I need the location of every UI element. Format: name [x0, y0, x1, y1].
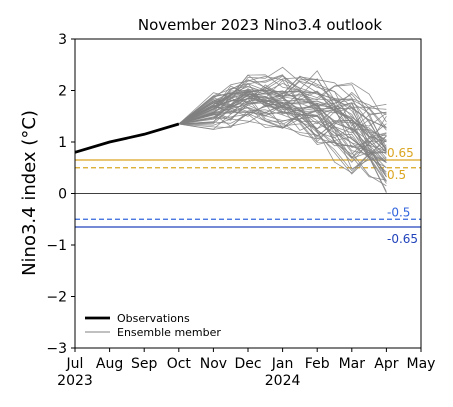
- chart-title: November 2023 Nino3.4 outlook: [138, 16, 383, 34]
- ensemble-member-line: [178, 95, 387, 164]
- ensemble-member-line: [178, 111, 387, 140]
- ensemble-member-line: [178, 82, 387, 125]
- x-tick-label: Feb: [305, 356, 330, 372]
- x-tick-label: Aug: [96, 356, 123, 372]
- y-tick-label: 3: [58, 32, 67, 48]
- plot-area: 0.65 0.5 -0.5 -0.65 −3 −2 −1 0 1 2 3 Jul Aug Sep Oct No…: [46, 32, 435, 389]
- ensemble-member-line: [178, 104, 387, 174]
- ensemble-member-line: [178, 87, 387, 178]
- x-tick-label: Nov: [200, 356, 227, 372]
- ensemble-member-line: [178, 88, 387, 152]
- legend-label: Ensemble member: [117, 326, 221, 339]
- ensemble-member-line: [178, 84, 387, 148]
- legend-label: Observations: [117, 312, 190, 325]
- ensemble-member-line: [178, 109, 387, 184]
- x-tick-label: Oct: [167, 356, 192, 372]
- y-tick-label: −1: [46, 238, 67, 254]
- reference-line-label: 0.65: [387, 146, 414, 160]
- y-axis-label: Nino3.4 index (°C): [19, 110, 40, 276]
- x-year-label: 2024: [265, 373, 301, 389]
- x-tick-label: Apr: [374, 356, 398, 372]
- y-tick-label: 1: [58, 135, 67, 151]
- ensemble-group: [178, 66, 387, 194]
- reference-line-label: 0.5: [387, 168, 406, 182]
- x-tick-label: Jul: [66, 356, 84, 372]
- y-tick-label: 0: [58, 187, 67, 203]
- x-tick-label: Sep: [131, 356, 158, 372]
- x-tick-label: Mar: [339, 356, 366, 372]
- x-tick-label: Dec: [234, 356, 261, 372]
- ensemble-member-line: [178, 108, 387, 170]
- ensemble-member-line: [178, 93, 387, 131]
- ensemble-member-line: [178, 110, 387, 163]
- y-tick-label: −2: [46, 290, 67, 306]
- x-year-label: 2023: [57, 373, 93, 389]
- ensemble-member-line: [178, 101, 387, 159]
- ensemble-member-line: [178, 76, 387, 149]
- reference-line-label: -0.65: [387, 232, 418, 246]
- ensemble-member-line: [178, 83, 387, 128]
- x-tick-label: May: [407, 356, 436, 372]
- observations-line: [74, 122, 180, 154]
- x-tick-label: Jan: [271, 356, 294, 372]
- y-tick-label: 2: [58, 84, 67, 100]
- ensemble-member-line: [178, 78, 387, 155]
- y-tick-label: −3: [46, 341, 67, 357]
- ensemble-member-line: [178, 84, 387, 194]
- reference-line-label: -0.5: [387, 205, 410, 219]
